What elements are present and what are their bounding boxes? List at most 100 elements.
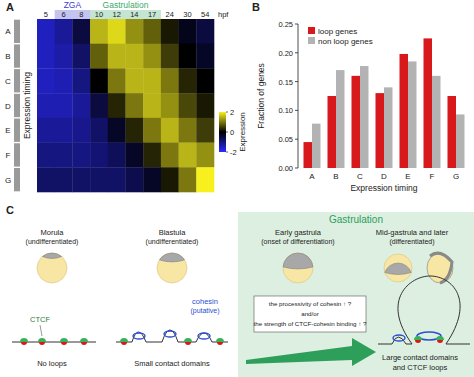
x-tick-label: B bbox=[333, 172, 338, 181]
row-label: E bbox=[5, 126, 10, 135]
heat-cell bbox=[72, 143, 90, 168]
cohesin bbox=[164, 331, 176, 337]
heat-cell bbox=[196, 19, 214, 44]
band bbox=[90, 10, 161, 19]
ctcf bbox=[216, 338, 224, 342]
blastoderm bbox=[385, 263, 411, 274]
colorbar bbox=[219, 112, 226, 152]
panel-letter: A bbox=[6, 1, 14, 13]
row-block bbox=[14, 69, 20, 92]
legend-label: loop genes bbox=[318, 27, 357, 36]
column-label: 8 bbox=[79, 10, 83, 19]
heat-cell bbox=[55, 143, 73, 168]
heat-cell bbox=[196, 68, 214, 93]
row-label: G bbox=[5, 176, 11, 185]
ctcf-site bbox=[415, 340, 421, 343]
colorbar-tick-label: 2 bbox=[230, 108, 234, 117]
heat-cell bbox=[161, 93, 179, 118]
heat-cell bbox=[108, 68, 126, 93]
stage-state: (undifferentiated) bbox=[146, 238, 199, 246]
bar bbox=[376, 93, 385, 168]
bar bbox=[448, 96, 457, 168]
band bbox=[55, 10, 90, 19]
row-label: B bbox=[5, 52, 10, 61]
bar bbox=[304, 142, 313, 168]
heat-cell bbox=[179, 118, 197, 143]
colorbar-tick-label: -2 bbox=[230, 148, 237, 157]
heat-cell bbox=[179, 68, 197, 93]
heat-cell bbox=[37, 143, 55, 168]
legend-swatch bbox=[308, 27, 315, 34]
column-label: 17 bbox=[148, 10, 156, 19]
bar bbox=[456, 114, 465, 168]
column-label: 10 bbox=[95, 10, 103, 19]
heat-cell bbox=[161, 143, 179, 168]
heat-cell bbox=[37, 118, 55, 143]
cohesin-label: (putative) bbox=[190, 307, 219, 315]
ctcf bbox=[414, 336, 422, 340]
bars bbox=[304, 38, 465, 168]
pointer bbox=[40, 325, 42, 336]
ctcf bbox=[20, 338, 28, 342]
heat-cell bbox=[90, 118, 108, 143]
figure: ABCZGAGastrulation56810121417243054hpfAB… bbox=[0, 0, 474, 377]
heat-cell bbox=[196, 167, 214, 192]
row-label: F bbox=[6, 151, 11, 160]
heat-cell bbox=[55, 118, 73, 143]
hypothesis-box bbox=[254, 296, 366, 332]
x-unit: hpf bbox=[218, 10, 229, 19]
structure-label: and CTCF loops bbox=[393, 363, 448, 372]
x-tick-label: E bbox=[405, 172, 410, 181]
heat-cell bbox=[143, 44, 161, 69]
heat-cell bbox=[108, 143, 126, 168]
heat-cell bbox=[72, 93, 90, 118]
y-tick-label: 0.20 bbox=[278, 49, 293, 58]
row-label: D bbox=[5, 102, 11, 111]
ctcf-site bbox=[121, 342, 127, 345]
ctcf-site bbox=[61, 342, 67, 345]
heat-cell bbox=[90, 68, 108, 93]
x-tick-label: F bbox=[430, 172, 435, 181]
heat-cell bbox=[126, 68, 144, 93]
panel-letter: B bbox=[252, 1, 260, 13]
heat-cell bbox=[55, 68, 73, 93]
ctcf-site bbox=[21, 342, 27, 345]
y-tick-label: 0.10 bbox=[278, 106, 293, 115]
ctcf bbox=[120, 338, 128, 342]
heat-cell bbox=[143, 68, 161, 93]
bar bbox=[408, 61, 417, 168]
row-block bbox=[14, 20, 20, 43]
heat-cell bbox=[108, 118, 126, 143]
legend-swatch bbox=[308, 37, 315, 44]
bar bbox=[360, 66, 369, 168]
ctcf bbox=[436, 336, 444, 340]
heat-cell bbox=[161, 167, 179, 192]
bar bbox=[336, 70, 345, 168]
row-block bbox=[14, 143, 20, 166]
embryo bbox=[157, 253, 187, 283]
ctcf bbox=[60, 338, 68, 342]
row-block bbox=[14, 119, 20, 142]
stage-state: (onset of differentiation) bbox=[261, 238, 334, 246]
embryo bbox=[283, 253, 313, 283]
arrow bbox=[246, 338, 376, 366]
hypothesis-text: the processivity of cohesin ↑ ? bbox=[269, 300, 352, 307]
embryo bbox=[427, 253, 453, 283]
bar bbox=[400, 54, 409, 168]
heat-cell bbox=[161, 19, 179, 44]
heat-cell bbox=[108, 19, 126, 44]
hypothesis-text: the strength of CTCF-cohesin binding ↑ ? bbox=[254, 320, 367, 327]
heat-cell bbox=[72, 68, 90, 93]
stage-state: (differentiated) bbox=[389, 238, 434, 246]
stage-state: (undifferentiated) bbox=[26, 238, 79, 246]
structure-label: Large contact domains bbox=[382, 353, 458, 362]
heat-cell bbox=[90, 167, 108, 192]
heat-cell bbox=[143, 167, 161, 192]
row-label: C bbox=[5, 77, 11, 86]
heat-cell bbox=[90, 143, 108, 168]
row-block bbox=[14, 168, 20, 191]
bar bbox=[328, 96, 337, 168]
heat-cell bbox=[37, 93, 55, 118]
cohesin bbox=[393, 335, 405, 341]
gastrulation-box bbox=[238, 212, 474, 377]
